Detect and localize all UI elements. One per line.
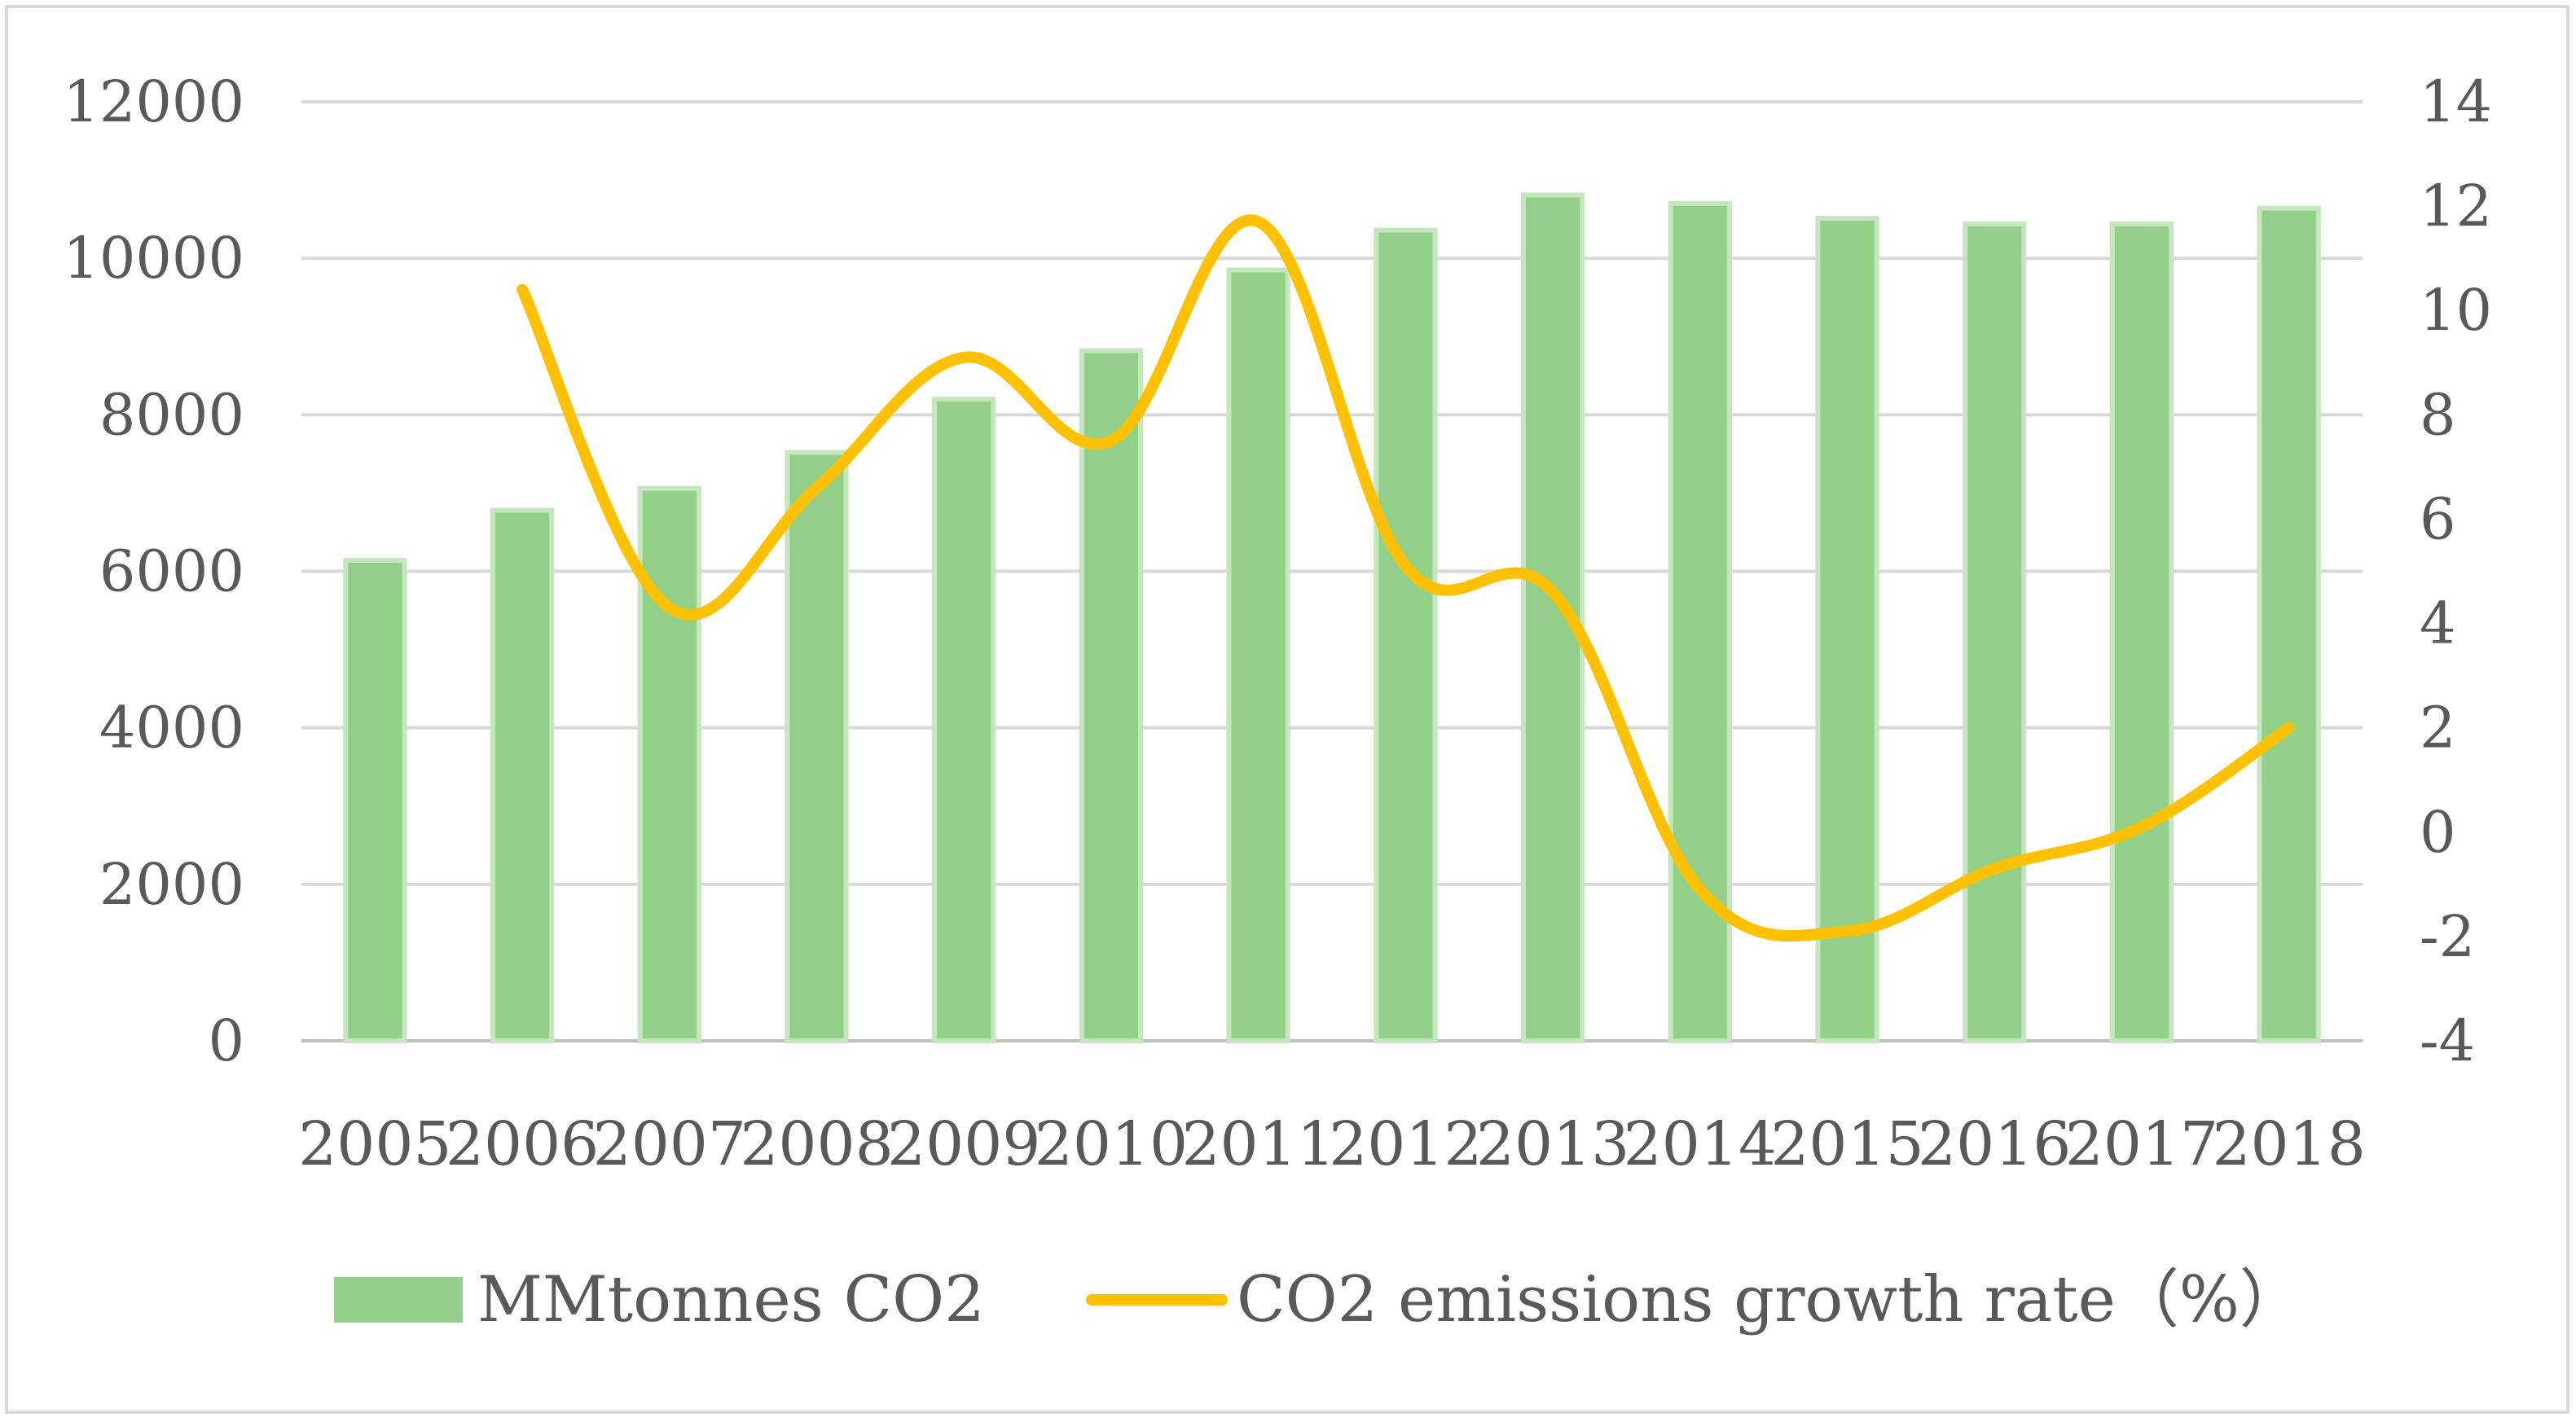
bar [1226,267,1290,1043]
legend-line-label: CO2 emissions growth rate（%） [1237,1263,2303,1336]
bar [637,485,701,1043]
left-axis-tick-label: 4000 [99,695,244,761]
left-axis-tick-label: 2000 [99,851,244,918]
bar [1374,227,1438,1043]
growth-rate-point [2288,727,2289,728]
right-axis-tick-label: 12 [2420,173,2492,239]
right-axis-tick-label: -2 [2420,903,2475,970]
left-axis-tick-label: 10000 [63,225,244,292]
right-axis-tick-label: 14 [2420,68,2492,135]
legend-bar-label: MMtonnes CO2 [477,1263,985,1336]
bar [2257,205,2321,1043]
bar [932,397,996,1044]
x-axis-tick-label: 2006 [446,1109,599,1179]
growth-rate-point [1699,889,1700,890]
bar-layer [343,192,2321,1044]
x-axis-tick-label: 2011 [1181,1109,1334,1179]
right-axis-tick-label: -4 [2420,1007,2475,1074]
bar [1079,348,1144,1044]
x-axis: 2005200620072008200920102011201220132014… [298,1109,2366,1179]
x-axis-tick-label: 2010 [1035,1109,1188,1179]
line-layer [517,214,2295,942]
right-axis-tick-label: 10 [2420,277,2492,344]
grid-layer [301,100,2363,1042]
chart-svg: 0 2000 4000 6000 8000 10000 12000 -4 -2 0 2 4 6 8 10 1… [63,68,2492,1336]
x-axis-tick-label: 2008 [740,1109,893,1179]
bar [1668,200,1732,1044]
growth-rate-point [1405,566,1406,567]
bar [1963,221,2027,1043]
x-axis-tick-label: 2018 [2212,1109,2365,1179]
right-axis-tick-label: 0 [2420,799,2456,866]
growth-rate-line [517,214,2295,942]
left-axis: 0 2000 4000 6000 8000 10000 12000 [63,68,244,1074]
x-axis-tick-label: 2016 [1918,1109,2071,1179]
growth-rate-point [816,488,817,489]
left-axis-tick-label: 12000 [63,68,244,135]
chart-frame: 0 2000 4000 6000 8000 10000 12000 -4 -2 0 2 4 6 8 10 1… [5,5,2569,1414]
growth-rate-point [964,357,965,358]
bar [1815,216,1879,1043]
bar [2109,221,2174,1043]
bar [343,558,407,1043]
growth-rate-point [1994,868,1995,869]
legend: MMtonnes CO2 CO2 emissions growth rate（%… [334,1263,2303,1336]
x-axis-tick-label: 2017 [2065,1109,2218,1179]
right-axis-tick-label: 8 [2420,381,2456,448]
bar [785,450,849,1043]
left-axis-tick-label: 6000 [99,538,244,605]
left-axis-tick-label: 8000 [99,381,244,448]
right-axis-tick-label: 4 [2420,590,2456,657]
legend-bar-swatch [334,1277,463,1323]
right-axis: -4 -2 0 2 4 6 8 10 12 14 [2420,68,2492,1074]
x-axis-tick-label: 2014 [1624,1109,1777,1179]
x-axis-tick-label: 2007 [593,1109,746,1179]
x-axis-tick-label: 2009 [887,1109,1040,1179]
x-axis-tick-label: 2005 [298,1109,451,1179]
x-axis-tick-label: 2013 [1476,1109,1629,1179]
x-axis-tick-label: 2012 [1329,1109,1482,1179]
growth-rate-point [522,289,523,290]
left-axis-tick-label: 0 [208,1007,244,1074]
x-axis-tick-label: 2015 [1770,1109,1923,1179]
right-axis-tick-label: 6 [2420,485,2456,552]
bar [490,507,555,1043]
growth-rate-point [1553,592,1554,593]
right-axis-tick-label: 2 [2420,695,2456,761]
growth-rate-point [1847,931,1848,932]
